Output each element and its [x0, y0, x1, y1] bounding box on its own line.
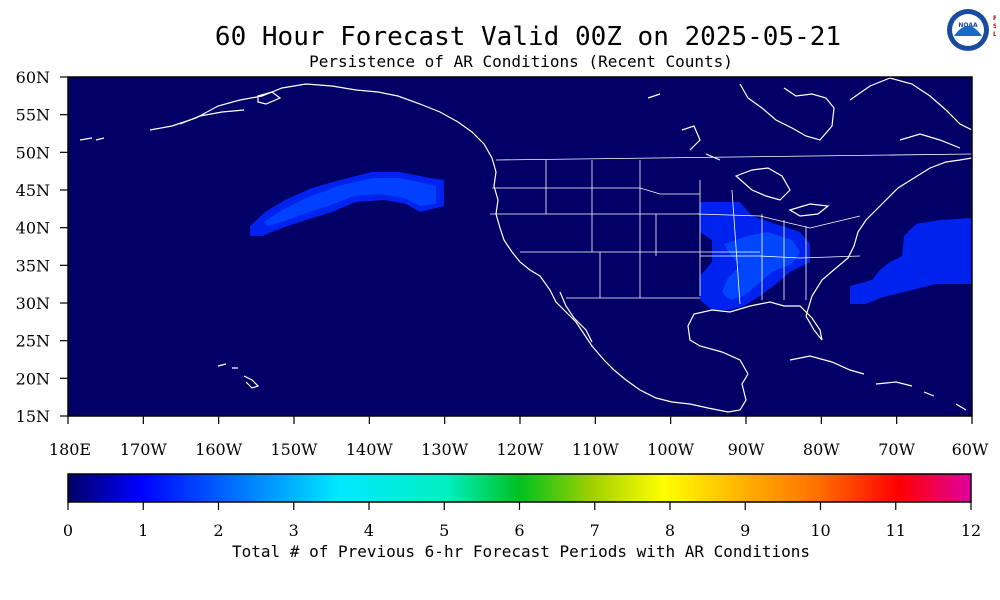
colorbar-tick-label: 1	[138, 521, 148, 540]
lat-label: 45N	[16, 181, 50, 200]
lat-label: 30N	[16, 294, 50, 313]
colorbar-tick-label: 10	[810, 521, 830, 540]
latitude-axis: 60N 55N 50N 45N 40N 35N 30N 25N 20N 15N	[16, 68, 68, 426]
colorbar-tick-label: 5	[439, 521, 449, 540]
lon-label: 90W	[728, 440, 765, 459]
lon-label: 60W	[952, 440, 989, 459]
colorbar-tick-label: 2	[213, 521, 223, 540]
map-background	[68, 77, 972, 416]
colorbar-tick-label: 9	[740, 521, 750, 540]
colorbar-tick-label: 11	[886, 521, 906, 540]
lon-label: 70W	[878, 440, 915, 459]
colorbar-tick-label: 3	[289, 521, 299, 540]
colorbar-tick-label: 6	[514, 521, 524, 540]
colorbar-tick-label: 0	[63, 521, 73, 540]
lon-label: 170W	[120, 440, 168, 459]
colorbar-label: Total # of Previous 6-hr Forecast Period…	[232, 542, 810, 561]
coastlines	[79, 77, 973, 413]
lon-label: 140W	[346, 440, 394, 459]
lat-label: 55N	[16, 106, 50, 125]
lat-label: 25N	[16, 332, 50, 351]
logo-side-p: P	[993, 15, 996, 22]
noaa-logo: NOAA P S L	[947, 9, 996, 51]
lon-label: 100W	[647, 440, 695, 459]
colorbar-tick-label: 8	[665, 521, 675, 540]
page-title: 60 Hour Forecast Valid 00Z on 2025-05-21	[214, 22, 842, 52]
lat-label: 35N	[16, 256, 50, 275]
longitude-axis: 180E 170W 160W 150W 140W 130W 120W 110W 100W 90W 8…	[49, 416, 989, 459]
lat-label: 40N	[16, 219, 50, 238]
lon-label: 120W	[497, 440, 545, 459]
lon-label: 150W	[271, 440, 319, 459]
lon-label: 80W	[803, 440, 840, 459]
colorbar-ticks: 0 1 2 3 4 5 6 7 8 9 10 11 12	[63, 502, 981, 540]
lat-label: 50N	[16, 143, 50, 162]
ar-plume-atlantic	[850, 218, 972, 304]
colorbar-tick-label: 4	[364, 521, 374, 540]
political-borders	[490, 153, 973, 305]
ar-plume-pacific	[250, 172, 444, 236]
lon-label: 160W	[195, 440, 243, 459]
lat-label: 15N	[16, 407, 50, 426]
colorbar-tick-label: 7	[590, 521, 600, 540]
logo-text: NOAA	[958, 22, 978, 29]
logo-side-l: L	[993, 31, 996, 38]
lat-label: 20N	[16, 369, 50, 388]
lat-label: 60N	[16, 68, 50, 87]
page-subtitle: Persistence of AR Conditions (Recent Cou…	[309, 52, 733, 71]
colorbar	[67, 473, 972, 503]
colorbar-tick-label: 12	[961, 521, 981, 540]
lon-label: 110W	[572, 440, 620, 459]
logo-side-s: S	[993, 23, 996, 30]
lon-label: 180E	[49, 440, 91, 459]
lon-label: 130W	[421, 440, 469, 459]
